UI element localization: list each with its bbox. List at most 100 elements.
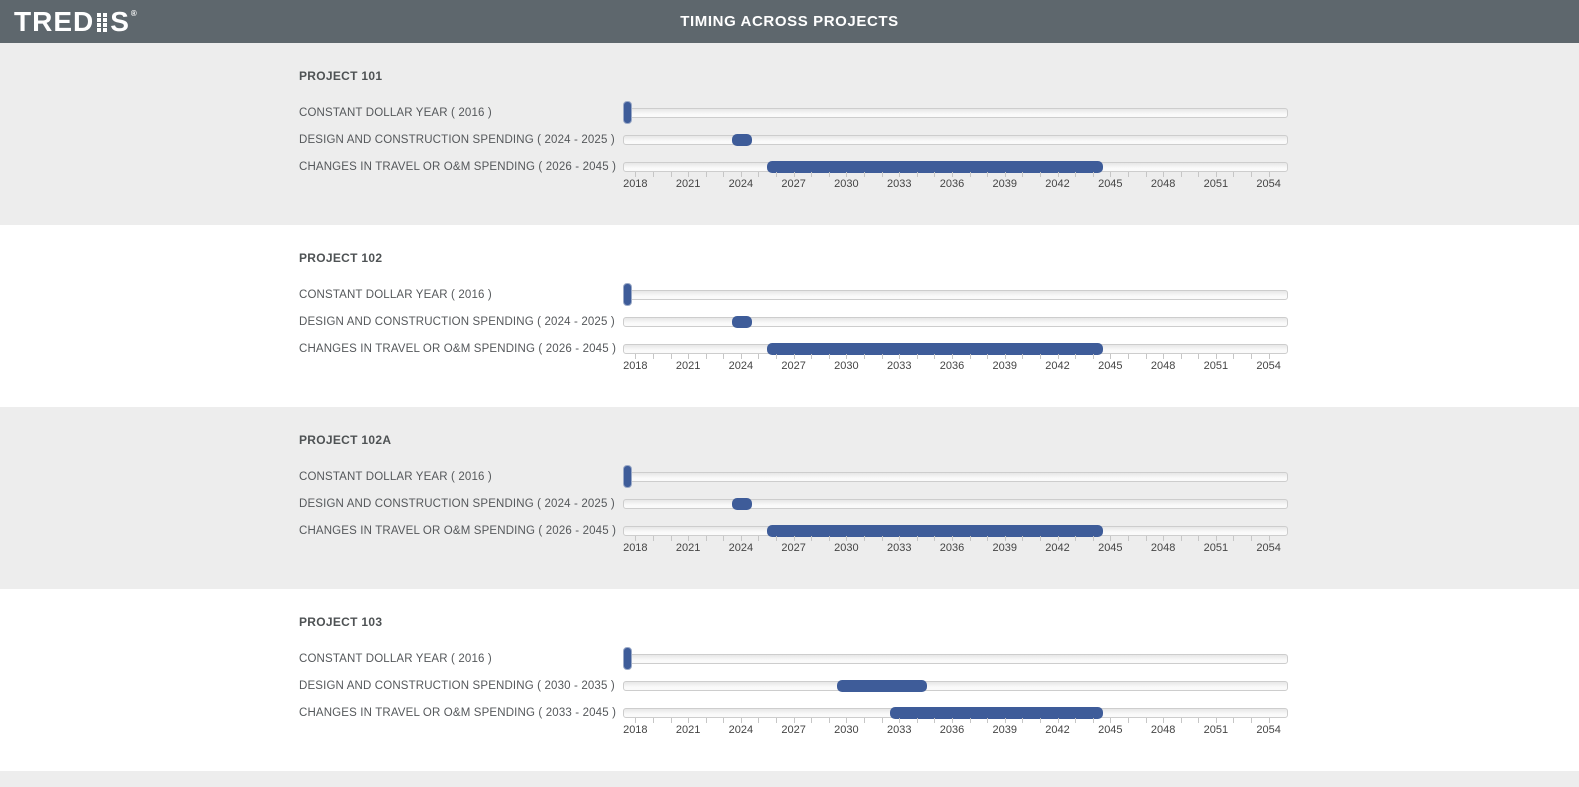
slider-range[interactable]: [766, 161, 1103, 173]
axis-tick: [951, 718, 953, 723]
axis-tick-label: 2030: [834, 178, 859, 190]
projects-container: PROJECT 101 CONSTANT DOLLAR YEAR ( 2016 …: [0, 43, 1579, 771]
axis-tick: [635, 536, 637, 541]
slider-track[interactable]: [623, 498, 1288, 510]
axis-tick: [793, 172, 795, 177]
slider-track[interactable]: [623, 343, 1288, 355]
axis-tick-label: 2021: [675, 178, 701, 190]
logo-text-right: S: [110, 5, 130, 37]
axis-tick-label: 2030: [834, 360, 859, 372]
axis-tick-label: 2018: [623, 724, 648, 736]
slider-range[interactable]: [837, 680, 928, 692]
axis-tick-label: 2027: [781, 360, 806, 372]
axis-tick: [688, 354, 690, 359]
axis-tick-label: 2045: [1098, 724, 1123, 736]
slider-range[interactable]: [889, 707, 1103, 719]
axis-tick: [670, 536, 672, 541]
axis-tick: [934, 718, 936, 723]
axis-tick-label: 2036: [939, 360, 965, 372]
axis-tick: [811, 172, 813, 177]
axis-tick: [1039, 354, 1041, 359]
slider-handle[interactable]: [623, 647, 632, 670]
slider-row: CONSTANT DOLLAR YEAR ( 2016 ): [299, 99, 1579, 126]
axis-tick: [987, 536, 989, 541]
axis-tick: [864, 536, 866, 541]
axis-tick: [1163, 354, 1165, 359]
axis-tick: [1004, 172, 1006, 177]
axis-tick: [758, 354, 760, 359]
axis-tick: [635, 172, 637, 177]
axis-tick: [1022, 718, 1024, 723]
project-section: PROJECT 102 CONSTANT DOLLAR YEAR ( 2016 …: [0, 225, 1579, 407]
slider-track[interactable]: [623, 525, 1288, 537]
axis-tick: [652, 354, 654, 359]
slider-range[interactable]: [731, 134, 753, 146]
axis-tick: [1268, 354, 1270, 359]
slider-area: [623, 281, 1288, 308]
tredis-logo[interactable]: TRED S ®: [14, 0, 137, 43]
axis-tick-label: 2048: [1150, 360, 1176, 372]
axis-tick: [1057, 354, 1059, 359]
slider-track[interactable]: [623, 161, 1288, 173]
slider-label: CONSTANT DOLLAR YEAR ( 2016 ): [299, 106, 492, 119]
axis-tick: [793, 718, 795, 723]
axis-tick: [969, 172, 971, 177]
axis-tick-label: 2051: [1203, 542, 1229, 554]
axis-tick: [635, 718, 637, 723]
axis-tick: [1110, 172, 1112, 177]
axis-tick: [1180, 354, 1182, 359]
axis-tick-label: 2024: [728, 542, 754, 554]
slider-track[interactable]: [623, 101, 1288, 124]
slider-range[interactable]: [766, 343, 1103, 355]
slider-range[interactable]: [731, 498, 753, 510]
axis-tick-label: 2027: [781, 178, 806, 190]
axis-tick: [1268, 718, 1270, 723]
axis-tick: [670, 718, 672, 723]
axis-tick-label: 2021: [675, 542, 701, 554]
axis-tick: [811, 718, 813, 723]
axis-tick-label: 2033: [886, 542, 912, 554]
slider-label: CONSTANT DOLLAR YEAR ( 2016 ): [299, 470, 492, 483]
axis-tick: [1198, 536, 1200, 541]
slider-track[interactable]: [623, 283, 1288, 306]
axis-tick: [723, 536, 725, 541]
axis-tick: [864, 354, 866, 359]
axis-tick: [899, 172, 901, 177]
slider-handle[interactable]: [623, 283, 632, 306]
slider-area: [623, 99, 1288, 126]
slider-track[interactable]: [623, 680, 1288, 692]
axis-tick: [934, 536, 936, 541]
axis-tick: [1251, 354, 1253, 359]
slider-area: 2018 2021 2024 2027 2030 2033 2036 2039 2042 2045…: [623, 335, 1288, 372]
slider-track[interactable]: [623, 707, 1288, 719]
slider-track[interactable]: [623, 465, 1288, 488]
axis-tick: [1198, 172, 1200, 177]
slider-range[interactable]: [731, 316, 753, 328]
axis-tick: [740, 172, 742, 177]
axis-tick-label: 2018: [623, 178, 648, 190]
axis-tick: [793, 536, 795, 541]
axis-tick-label: 2036: [939, 178, 965, 190]
slider-rows: CONSTANT DOLLAR YEAR ( 2016 ) DESIGN AND…: [299, 99, 1579, 190]
axis-tick: [1075, 354, 1077, 359]
axis-tick-label: 2051: [1203, 178, 1229, 190]
axis-tick: [1215, 172, 1217, 177]
slider-track[interactable]: [623, 316, 1288, 328]
axis-tick: [1110, 536, 1112, 541]
slider-handle[interactable]: [623, 101, 632, 124]
slider-range[interactable]: [766, 525, 1103, 537]
slider-handle[interactable]: [623, 465, 632, 488]
axis-tick: [1004, 354, 1006, 359]
slider-track[interactable]: [623, 134, 1288, 146]
axis-tick: [1198, 354, 1200, 359]
slider-track[interactable]: [623, 647, 1288, 670]
axis-tick: [1092, 172, 1094, 177]
timeline-axis: 2018 2021 2024 2027 2030 2033 2036 2039 2042 2045…: [623, 172, 1288, 194]
axis-tick: [1127, 718, 1129, 723]
project-section: PROJECT 103 CONSTANT DOLLAR YEAR ( 2016 …: [0, 589, 1579, 771]
axis-tick: [776, 718, 778, 723]
axis-tick: [740, 718, 742, 723]
slider-label: DESIGN AND CONSTRUCTION SPENDING ( 2024 …: [299, 315, 615, 328]
axis-tick-label: 2030: [834, 542, 859, 554]
axis-tick: [776, 172, 778, 177]
